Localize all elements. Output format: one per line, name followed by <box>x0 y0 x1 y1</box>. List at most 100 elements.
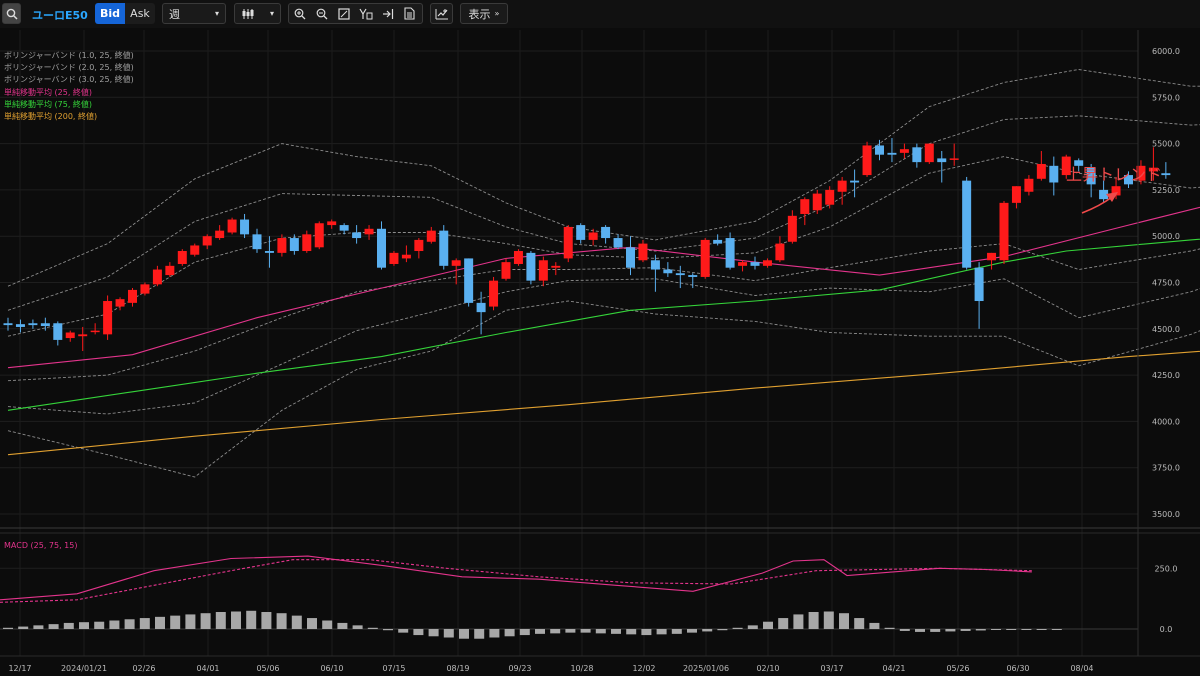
bollinger-band-line <box>7 243 1200 382</box>
macd-histogram-bar <box>322 620 333 629</box>
candle-body <box>987 252 997 261</box>
macd-histogram-bar <box>459 629 469 639</box>
candle-body <box>663 269 673 274</box>
macd-line <box>0 555 1032 601</box>
macd-y-tick-label: 0.0 <box>1160 625 1173 634</box>
candle-body <box>650 260 660 270</box>
legend-bb1: ボリンジャーバンド (1.0, 25, 終値) <box>4 51 134 60</box>
candle-body <box>1148 167 1158 172</box>
candle-body <box>389 252 399 264</box>
candle-body <box>401 254 411 259</box>
x-tick-label: 02/10 <box>756 664 779 673</box>
fit-screen-icon[interactable] <box>334 4 353 23</box>
candle-body <box>725 238 735 268</box>
chevron-double-down-icon: » <box>494 9 500 18</box>
candle-body <box>576 225 586 240</box>
macd-histogram-bar <box>626 629 637 635</box>
toolbar: ユーロE50 Bid Ask 週 ▾ ▾ 表示 » <box>0 0 1200 28</box>
y-tick-label: 3500.0 <box>1152 510 1180 519</box>
macd-histogram-bar <box>641 629 652 636</box>
macd-histogram-bar <box>489 629 500 638</box>
macd-histogram-bar <box>899 629 910 631</box>
candle-body <box>800 199 810 214</box>
y-tick-label: 5000.0 <box>1152 232 1180 241</box>
x-tick-label: 2025/01/06 <box>683 664 729 673</box>
macd-histogram-bar <box>884 627 895 629</box>
macd-label: MACD (25, 75, 15) <box>4 541 78 550</box>
auto-scale-icon[interactable] <box>356 4 375 23</box>
x-tick-label: 04/01 <box>196 664 219 673</box>
macd-histogram-bar <box>960 629 971 631</box>
indicator-icon[interactable] <box>430 3 453 24</box>
macd-histogram-bar <box>1051 629 1062 630</box>
zoom-in-icon[interactable] <box>290 4 309 23</box>
candle-body <box>1161 173 1171 176</box>
candle-body <box>240 219 250 235</box>
candle-body <box>912 147 922 163</box>
candle-body <box>501 262 511 279</box>
display-menu-button[interactable]: 表示 » <box>460 3 508 24</box>
chart-type-select[interactable]: ▾ <box>234 3 281 24</box>
x-tick-label: 05/26 <box>946 664 969 673</box>
bollinger-band-line <box>7 69 1200 287</box>
candle-body <box>1111 186 1121 196</box>
macd-histogram-bar <box>307 618 317 629</box>
candle-body <box>339 225 349 231</box>
candle-body <box>887 152 897 155</box>
candle-body <box>899 149 909 153</box>
candle-body <box>551 265 561 268</box>
macd-histogram-bar <box>763 621 773 629</box>
macd-histogram-bar <box>352 625 363 629</box>
candle-body <box>688 275 698 277</box>
bid-button[interactable]: Bid <box>95 3 125 24</box>
macd-histogram-bar <box>869 622 880 629</box>
candle-body <box>103 301 113 335</box>
candle-body <box>837 180 847 192</box>
bollinger-band-line <box>7 300 1200 478</box>
macd-histogram-bar <box>276 613 287 629</box>
y-tick-label: 4500.0 <box>1152 325 1180 334</box>
tool-group <box>288 3 423 24</box>
macd-histogram-bar <box>109 620 120 629</box>
macd-histogram-bar <box>63 622 74 629</box>
macd-histogram-bar <box>823 611 834 629</box>
macd-histogram-bar <box>580 629 591 633</box>
candle-body <box>675 273 685 276</box>
x-tick-label: 10/28 <box>570 664 593 673</box>
macd-histogram-bar <box>94 621 105 629</box>
candle-body <box>90 330 100 333</box>
zoom-out-icon[interactable] <box>312 4 331 23</box>
bollinger-band-line <box>7 156 1200 337</box>
legend-bb2: ボリンジャーバンド (2.0, 25, 終値) <box>4 63 134 73</box>
candle-body <box>53 323 63 340</box>
candle-body <box>3 323 13 326</box>
candle-body <box>700 239 710 277</box>
candle-body <box>476 302 486 313</box>
candle-body <box>1136 165 1146 181</box>
period-select[interactable]: 週 ▾ <box>162 3 226 24</box>
macd-histogram-bar <box>565 629 576 633</box>
symbol-label[interactable]: ユーロE50 <box>32 9 88 22</box>
candle-body <box>613 238 623 248</box>
x-tick-label: 08/04 <box>1070 664 1093 673</box>
candle-body <box>489 280 499 307</box>
jump-latest-icon[interactable] <box>378 4 397 23</box>
period-select-value: 週 <box>169 7 180 21</box>
candle-body <box>314 223 324 248</box>
macd-histogram-bar <box>48 624 59 629</box>
legend-sma75: 単純移動平均 (75, 終値) <box>4 99 93 109</box>
ask-button[interactable]: Ask <box>125 3 155 24</box>
y-tick-label: 4000.0 <box>1152 417 1180 426</box>
candle-body <box>289 238 299 252</box>
macd-histogram-bar <box>915 629 925 632</box>
candle-body <box>215 230 225 239</box>
macd-histogram-bar <box>155 616 165 629</box>
macd-histogram-bar <box>595 629 606 634</box>
candle-body <box>152 269 162 285</box>
candle-body <box>513 251 523 264</box>
macd-histogram-bar <box>291 615 302 629</box>
document-icon[interactable] <box>400 4 419 23</box>
y-tick-label: 4250.0 <box>1152 371 1180 380</box>
search-icon[interactable] <box>2 3 21 24</box>
